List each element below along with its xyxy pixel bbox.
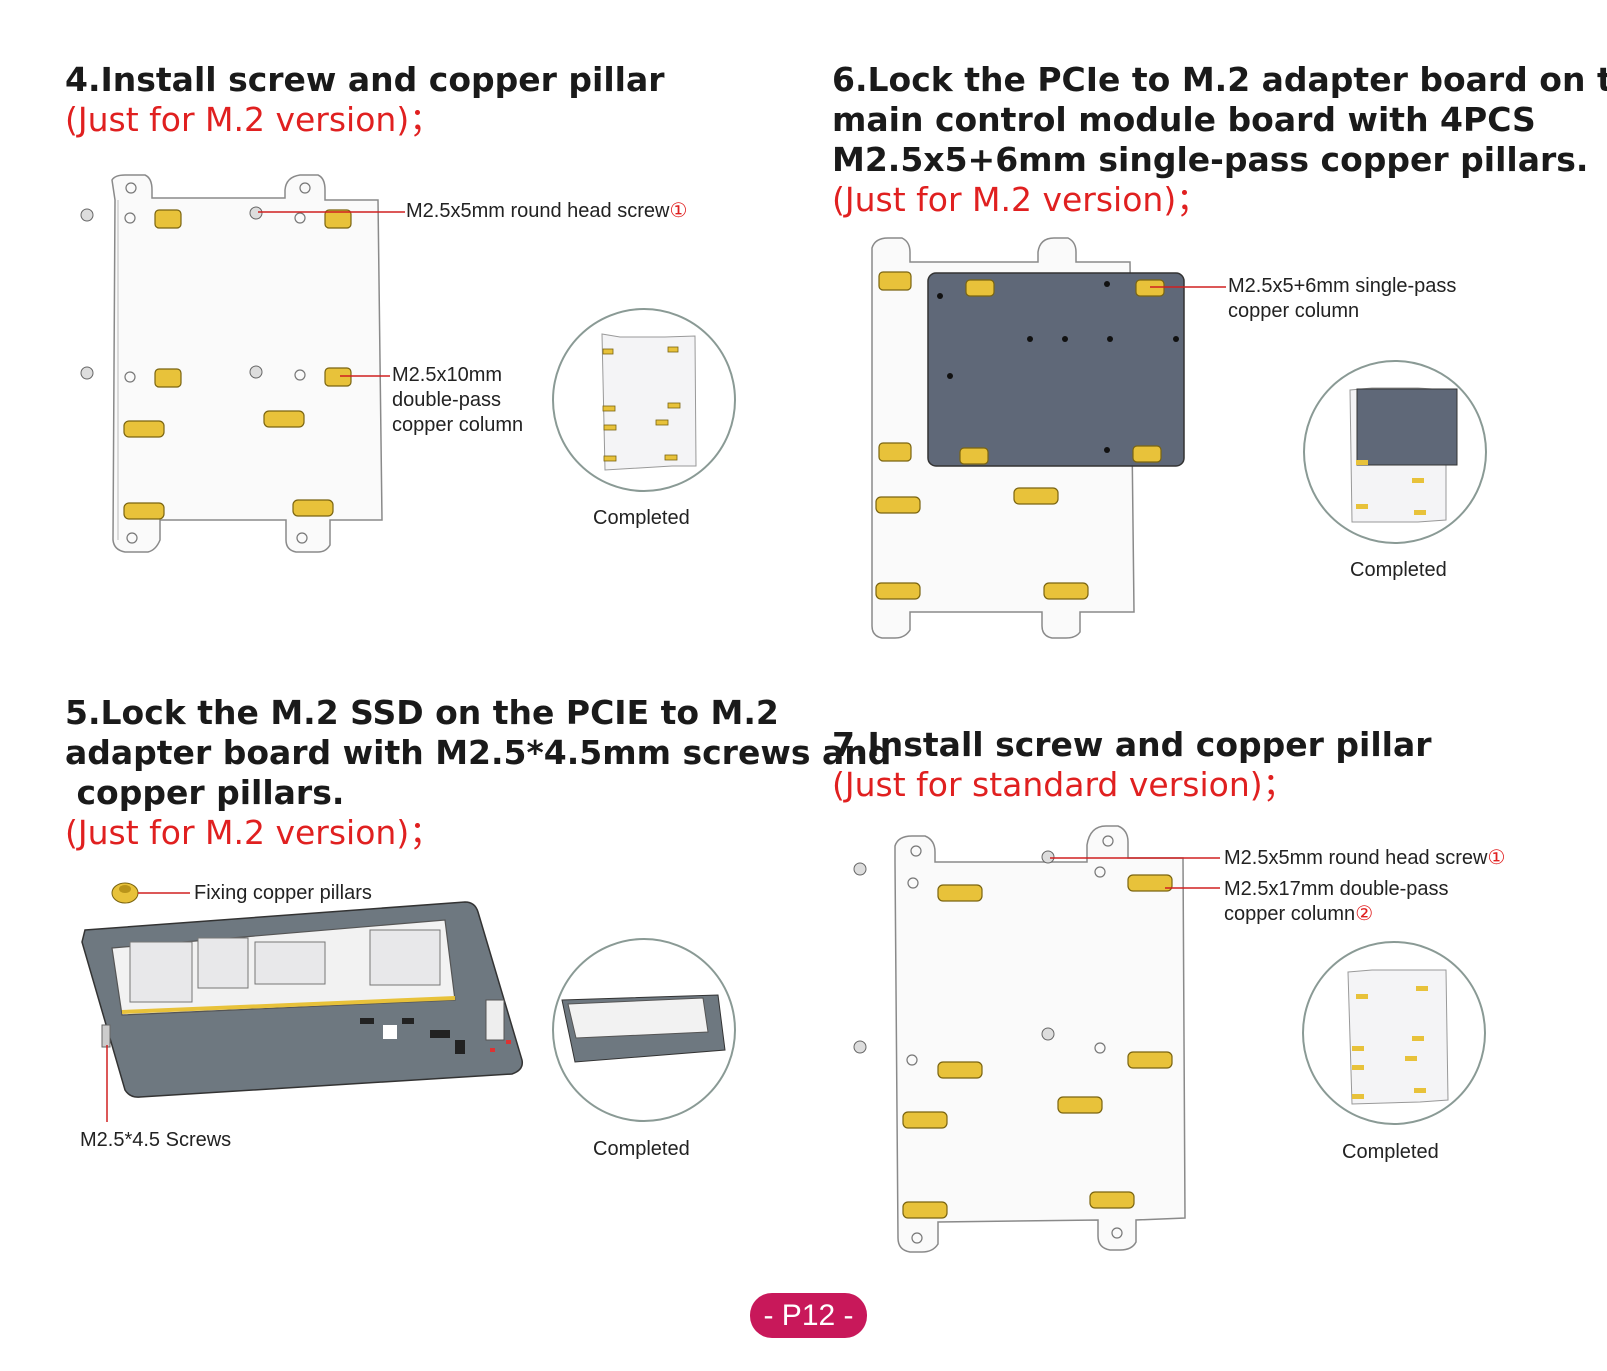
step-5-title-line: adapter board with M2.5*4.5mm screws and xyxy=(65,733,892,772)
step-4-pillar-callout-line: copper column xyxy=(392,414,524,436)
step-6-title: 6.Lock the PCIe to M.2 adapter board on … xyxy=(832,60,1607,220)
screw-icon xyxy=(249,206,263,220)
step-4-pillar-callout-line: double-pass xyxy=(392,389,501,411)
brass-pillar-icon xyxy=(123,502,165,520)
step-7-screw-callout: M2.5x5mm round head screw① xyxy=(1224,846,1505,871)
step-7-note: (Just for standard version)； xyxy=(832,765,1296,804)
brass-pillar-icon xyxy=(937,1061,983,1079)
brass-pillar-icon xyxy=(292,499,334,517)
step-4-pillar-callout: M2.5x10mm double-pass copper column xyxy=(392,363,523,438)
step-4-title: 4.Install screw and copper pillar (Just … xyxy=(65,60,665,140)
brass-pillar-icon xyxy=(878,442,912,462)
brass-pillar-icon xyxy=(902,1111,948,1129)
step-7-pillar-callout: M2.5x17mm double-pass copper column② xyxy=(1224,877,1449,927)
step-4-completed-label: Completed xyxy=(593,507,690,529)
step-7-title: 7.Install screw and copper pillar (Just … xyxy=(832,725,1432,805)
brass-pillar-icon xyxy=(1013,487,1059,505)
step-5-title-line: copper pillars. xyxy=(65,773,345,812)
step-6-callout-line: copper column xyxy=(1228,300,1360,322)
brass-pillar-icon xyxy=(1057,1096,1103,1114)
step-5-pillars-callout: Fixing copper pillars xyxy=(194,882,372,904)
brass-pillar-icon xyxy=(123,420,165,438)
screw-icon xyxy=(853,1040,867,1054)
brass-pillar-icon xyxy=(959,447,989,465)
brass-pillar-icon xyxy=(1132,445,1162,463)
screw-icon xyxy=(101,1024,111,1048)
screw-icon xyxy=(80,366,94,380)
step-6-title-line: M2.5x5+6mm single-pass copper pillars. xyxy=(832,140,1589,179)
brass-pillar-icon xyxy=(1127,1051,1173,1069)
step-6-title-line: 6.Lock the PCIe to M.2 adapter board on … xyxy=(832,60,1607,99)
step-5-title-line: 5.Lock the M.2 SSD on the PCIE to M.2 xyxy=(65,693,779,732)
step-4-note: (Just for M.2 version)； xyxy=(65,100,443,139)
step-6-callout-line: M2.5x5+6mm single-pass xyxy=(1228,275,1457,297)
brass-pillar-icon xyxy=(1135,279,1165,297)
adapter-board xyxy=(927,272,1185,467)
brass-pillar-icon xyxy=(324,209,352,229)
screw-icon xyxy=(853,862,867,876)
step-4-screw-callout-num: ① xyxy=(669,200,688,222)
step-7-completed-label: Completed xyxy=(1342,1141,1439,1163)
brass-pillar-icon xyxy=(1043,582,1089,600)
screw-icon xyxy=(1041,1027,1055,1041)
step-4-pillar-callout-line: M2.5x10mm xyxy=(392,364,503,386)
page-number-badge: - P12 - xyxy=(750,1293,867,1338)
screw-icon xyxy=(80,208,94,222)
brass-pillar-icon xyxy=(878,271,912,291)
step-5-title: 5.Lock the M.2 SSD on the PCIE to M.2 ad… xyxy=(65,693,891,853)
step-5-note: (Just for M.2 version)； xyxy=(65,813,443,852)
step-4-screw-callout: M2.5x5mm round head screw① xyxy=(406,199,687,224)
step-7-pillar-callout-line: M2.5x17mm double-pass xyxy=(1224,878,1449,900)
brass-pillar-icon xyxy=(1089,1191,1135,1209)
step-7-title-text: 7.Install screw and copper pillar xyxy=(832,725,1432,764)
step-4-screw-callout-text: M2.5x5mm round head screw xyxy=(406,200,670,222)
step-7-pillar-callout-line: copper column xyxy=(1224,903,1356,925)
brass-pillar-icon xyxy=(324,367,352,387)
brass-pillar-icon xyxy=(902,1201,948,1219)
step-7-screw-callout-num: ① xyxy=(1487,847,1506,869)
screw-icon xyxy=(249,365,263,379)
step-5-completed-label: Completed xyxy=(593,1138,690,1160)
brass-pillar-icon xyxy=(965,279,995,297)
step-4-plate xyxy=(111,174,383,553)
step-6-completed-label: Completed xyxy=(1350,559,1447,581)
brass-pillar-icon xyxy=(263,410,305,428)
step-6-note: (Just for M.2 version)； xyxy=(832,180,1210,219)
brass-pillar-icon xyxy=(937,884,983,902)
brass-pillar-icon xyxy=(875,582,921,600)
step-7-plate xyxy=(894,825,1186,1253)
screw-icon xyxy=(1041,850,1055,864)
brass-pillar-icon xyxy=(154,368,182,388)
step-7-pillar-callout-num: ② xyxy=(1355,903,1374,925)
brass-pillar-icon xyxy=(875,496,921,514)
step-5-screws-callout: M2.5*4.5 Screws xyxy=(80,1129,232,1151)
step-4-title-text: 4.Install screw and copper pillar xyxy=(65,60,665,99)
step-7-screw-callout-text: M2.5x5mm round head screw xyxy=(1224,847,1488,869)
brass-pillar-icon xyxy=(1127,874,1173,892)
step-6-callout: M2.5x5+6mm single-pass copper column xyxy=(1228,274,1456,324)
brass-pillar-icon xyxy=(154,209,182,229)
step-6-title-line: main control module board with 4PCS xyxy=(832,100,1536,139)
